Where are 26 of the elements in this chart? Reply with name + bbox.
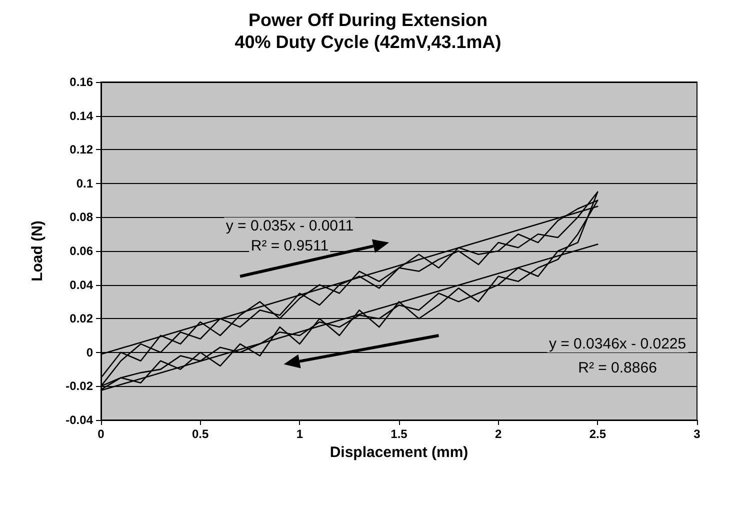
annotation: R² = 0.9511 [248,237,331,254]
x-tick-label: 2 [494,427,502,441]
y-tick-label: -0.04 [66,413,94,427]
x-tick-label: 0.5 [192,427,209,441]
annotation: y = 0.035x - 0.0011 [224,217,356,234]
y-tick-label: 0.04 [70,278,94,292]
y-tick-label: 0.08 [70,210,94,224]
y-tick-label: 0.02 [70,312,94,326]
x-tick-label: 2.5 [589,427,606,441]
x-tick-label: 1.5 [390,427,408,441]
annotation: y = 0.0346x - 0.0225 [546,335,688,352]
x-tick-label: 3 [694,427,701,441]
y-tick-label: -0.02 [66,379,94,394]
y-tick-label: 0.16 [70,75,94,89]
y-tick-label: 0 [86,345,94,360]
annotation: R² = 0.8866 [576,359,659,376]
x-axis-title: Displacement (mm) [330,444,468,461]
y-tick-label: 0.12 [70,142,94,157]
y-tick-label: 0.1 [76,176,94,190]
x-tick-label: 0 [98,427,105,441]
chart-title: Power Off During Extension [248,10,488,30]
chart-subtitle: 40% Duty Cycle (42mV,43.1mA) [234,32,502,52]
y-axis-title: Load (N) [29,220,46,282]
y-tick-label: 0.06 [70,244,94,258]
y-tick-label: 0.14 [70,108,94,123]
x-tick-label: 1 [296,427,304,441]
